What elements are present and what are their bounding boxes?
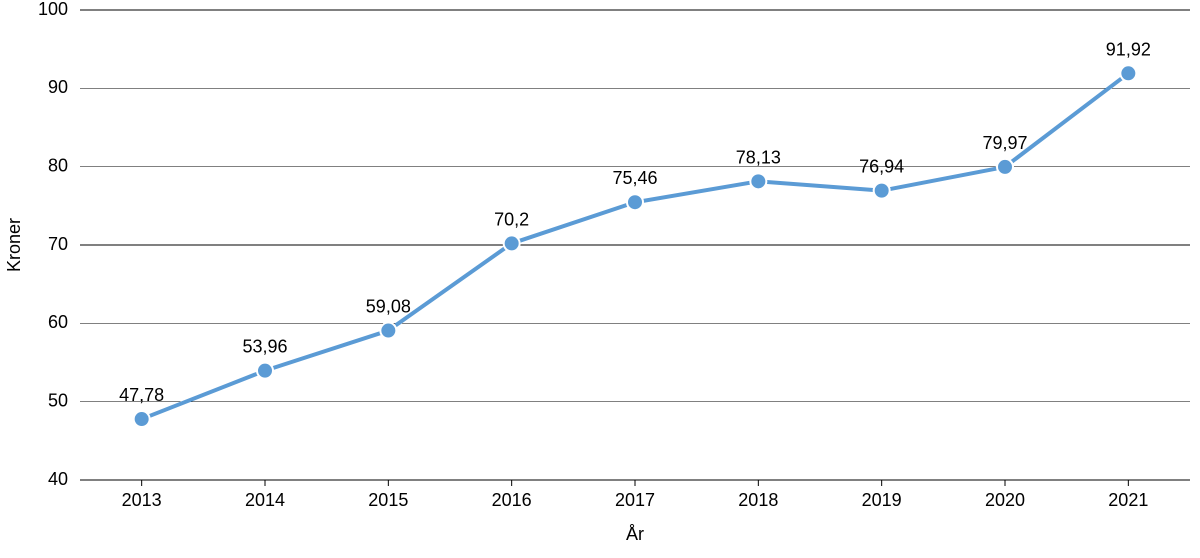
y-tick-label: 70 [48, 234, 68, 254]
value-label: 47,78 [119, 385, 164, 405]
y-tick-label: 80 [48, 155, 68, 175]
data-point [627, 194, 643, 210]
chart-svg: 40 50 60 70 80 90 100 2013 2014 2015 2016 2017 2018 2… [0, 0, 1200, 558]
value-label: 70,2 [494, 209, 529, 229]
data-point [380, 323, 396, 339]
x-tick-label: 2018 [738, 490, 778, 510]
data-point [257, 363, 273, 379]
data-point [1120, 65, 1136, 81]
value-label: 79,97 [982, 133, 1027, 153]
data-point [134, 411, 150, 427]
data-point [874, 183, 890, 199]
y-tick-label: 90 [48, 77, 68, 97]
kroner-line-chart: 40 50 60 70 80 90 100 2013 2014 2015 2016 2017 2018 2… [0, 0, 1200, 558]
x-tick-label: 2017 [615, 490, 655, 510]
x-axis-title: År [626, 524, 644, 544]
x-tick-label: 2021 [1108, 490, 1148, 510]
y-axis-title: Kroner [4, 218, 24, 272]
data-point [750, 173, 766, 189]
y-tick-label: 100 [38, 0, 68, 19]
x-tick-label: 2016 [492, 490, 532, 510]
x-tick-label: 2015 [368, 490, 408, 510]
x-tick-label: 2013 [122, 490, 162, 510]
y-tick-label: 60 [48, 312, 68, 332]
x-tick-label: 2014 [245, 490, 285, 510]
value-label: 53,96 [242, 337, 287, 357]
x-tick-label: 2019 [862, 490, 902, 510]
value-label: 75,46 [612, 168, 657, 188]
data-point [504, 235, 520, 251]
value-label: 91,92 [1106, 39, 1151, 59]
value-label: 59,08 [366, 297, 411, 317]
value-label: 76,94 [859, 157, 904, 177]
y-tick-label: 40 [48, 469, 68, 489]
data-point [997, 159, 1013, 175]
y-tick-label: 50 [48, 390, 68, 410]
x-tick-label: 2020 [985, 490, 1025, 510]
value-label: 78,13 [736, 147, 781, 167]
